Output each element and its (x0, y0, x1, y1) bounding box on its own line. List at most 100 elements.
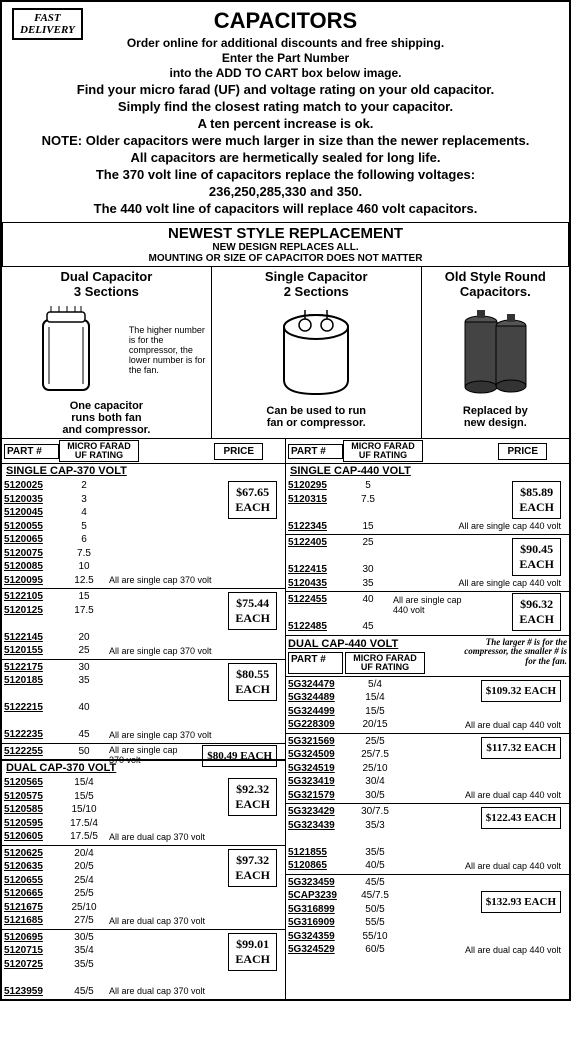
part-number: 5G323439 (288, 819, 350, 833)
uf-value (59, 617, 109, 631)
part-number: 5120605 (4, 830, 59, 844)
illus-c-h2: Capacitors. (424, 284, 567, 299)
price-l5: $92.32EACH (228, 778, 277, 816)
th-part-d: PART # (288, 652, 343, 674)
sub2-2: A ten percent increase is ok. (6, 116, 565, 131)
price-r4: $109.32 EACH (481, 680, 561, 702)
uf-value: 25/7.5 (350, 748, 400, 762)
part-number: 5123959 (4, 985, 59, 999)
illus-c-b2: new design. (424, 417, 567, 429)
part-number: 5G324479 (288, 678, 350, 692)
th-uf: MICRO FARAD UF RATING (59, 440, 139, 462)
part-number: 5G228309 (288, 718, 350, 732)
desc-l7: All are dual cap 370 volt (109, 986, 205, 996)
uf-value: 5 (59, 520, 109, 534)
uf-value: 27/5 (59, 914, 109, 928)
uf-value: 60/5 (350, 943, 400, 957)
uf-value: 20 (59, 631, 109, 645)
right-column: PART # MICRO FARAD UF RATING PRICE SINGL… (286, 439, 569, 999)
sub2-6: 236,250,285,330 and 350. (6, 184, 565, 199)
block-r2: 5122405 5122415512043525 3035 $90.45EACH… (286, 535, 569, 592)
part-number: 5120665 (4, 887, 59, 901)
uf-value (343, 550, 393, 564)
block-r5: 5G3215695G3245095G3245195G3234195G321579… (286, 734, 569, 805)
uf-value: 2 (59, 479, 109, 493)
uf-value: 15/4 (350, 691, 400, 705)
illus-b-h2: 2 Sections (214, 284, 419, 299)
part-number: 5122405 (288, 536, 343, 550)
uf-value: 30/5 (59, 931, 109, 945)
block-l1: 5120025512003551200455120055512006551200… (2, 478, 285, 589)
badge-l2: DELIVERY (20, 24, 75, 36)
p-l6: $97.32 (236, 853, 269, 867)
sub2-1: Simply find the closest rating match to … (6, 99, 565, 114)
uf-value: 45/5 (350, 876, 400, 890)
uf-value: 35/3 (350, 819, 400, 833)
sub-0: Order online for additional discounts an… (6, 36, 565, 50)
p-l1: $67.65 (236, 485, 269, 499)
block-l6: 5120625512063551206555120665512167551216… (2, 846, 285, 930)
uf-value: 50/5 (350, 903, 400, 917)
price-r7: $132.93 EACH (481, 891, 561, 913)
part-number: 5G324519 (288, 762, 350, 776)
part-number: 5120695 (4, 931, 59, 945)
e-r2: EACH (519, 557, 554, 571)
part-number: 5120155 (4, 644, 59, 658)
fast-delivery-badge: FAST DELIVERY (12, 8, 83, 40)
p-r4: $109.32 EACH (486, 685, 556, 697)
uf-value: 3 (59, 493, 109, 507)
block-l4: 512225550 All are single cap 370 volt $8… (2, 744, 285, 761)
desc-r7: All are dual cap 440 volt (465, 945, 561, 955)
newest-s1: NEW DESIGN REPLACES ALL. (5, 242, 566, 253)
desc-l5: All are dual cap 370 volt (109, 832, 205, 842)
sub2-7: The 440 volt line of capacitors will rep… (6, 201, 565, 216)
uf-value: 5 (343, 479, 393, 493)
desc-r6: All are dual cap 440 volt (465, 861, 561, 871)
part-number: 5120715 (4, 944, 59, 958)
part-number (4, 617, 59, 631)
p-r1: $85.89 (520, 485, 553, 499)
uf-value: 55/10 (350, 930, 400, 944)
desc-r4: All are dual cap 440 volt (465, 720, 561, 730)
uf-value: 45 (343, 620, 393, 634)
block-r4: 5G3244795G3244895G3244995G2283095/415/41… (286, 677, 569, 734)
illus-a-note: The higher number is for the compressor,… (129, 325, 209, 375)
uf-value: 40 (343, 593, 393, 607)
sub2-3: NOTE: Older capacitors were much larger … (6, 133, 565, 148)
part-number: 5120585 (4, 803, 59, 817)
uf-value: 15/10 (59, 803, 109, 817)
part-number: 5121685 (4, 914, 59, 928)
uf-value (343, 506, 393, 520)
part-number: 5G324359 (288, 930, 350, 944)
illus-a-b1: One capacitor (4, 400, 209, 412)
left-column: PART # MICRO FARAD UF RATING PRICE SINGL… (2, 439, 286, 999)
block-r3: 5122455 512248540 45 All are single cap … (286, 592, 569, 636)
part-number: 5122415 (288, 563, 343, 577)
newest-box: NEWEST STYLE REPLACEMENT NEW DESIGN REPL… (2, 222, 569, 267)
sec-single440: SINGLE CAP-440 VOLT (286, 464, 569, 478)
uf-value: 30 (343, 563, 393, 577)
part-number: 5120185 (4, 674, 59, 688)
part-number: 5120045 (4, 506, 59, 520)
page: FAST DELIVERY CAPACITORS Order online fo… (0, 0, 571, 1001)
part-number: 5G323459 (288, 876, 350, 890)
part-number: 5122175 (4, 661, 59, 675)
desc-l2: All are single cap 370 volt (109, 646, 212, 656)
header: FAST DELIVERY CAPACITORS Order online fo… (2, 2, 569, 222)
block-l2: 51221055120125 512214551201551517.5 2025… (2, 589, 285, 660)
part-number: 5122255 (4, 745, 59, 759)
e-r1: EACH (519, 500, 554, 514)
uf-value: 6 (59, 533, 109, 547)
uf-value: 15/4 (59, 776, 109, 790)
illus-a-h2: 3 Sections (4, 284, 209, 299)
part-number: 5121855 (288, 846, 350, 860)
part-number: 5120635 (4, 860, 59, 874)
p-r6: $122.43 EACH (486, 812, 556, 824)
single-capacitor-icon (271, 302, 361, 402)
part-number: 5G323429 (288, 805, 350, 819)
price-l2: $75.44EACH (228, 592, 277, 630)
dual440-h: DUAL CAP-440 VOLT (288, 638, 457, 650)
uf-value: 15/5 (350, 705, 400, 719)
illus-b-b2: fan or compressor. (214, 417, 419, 429)
price-r1: $85.89EACH (512, 481, 561, 519)
